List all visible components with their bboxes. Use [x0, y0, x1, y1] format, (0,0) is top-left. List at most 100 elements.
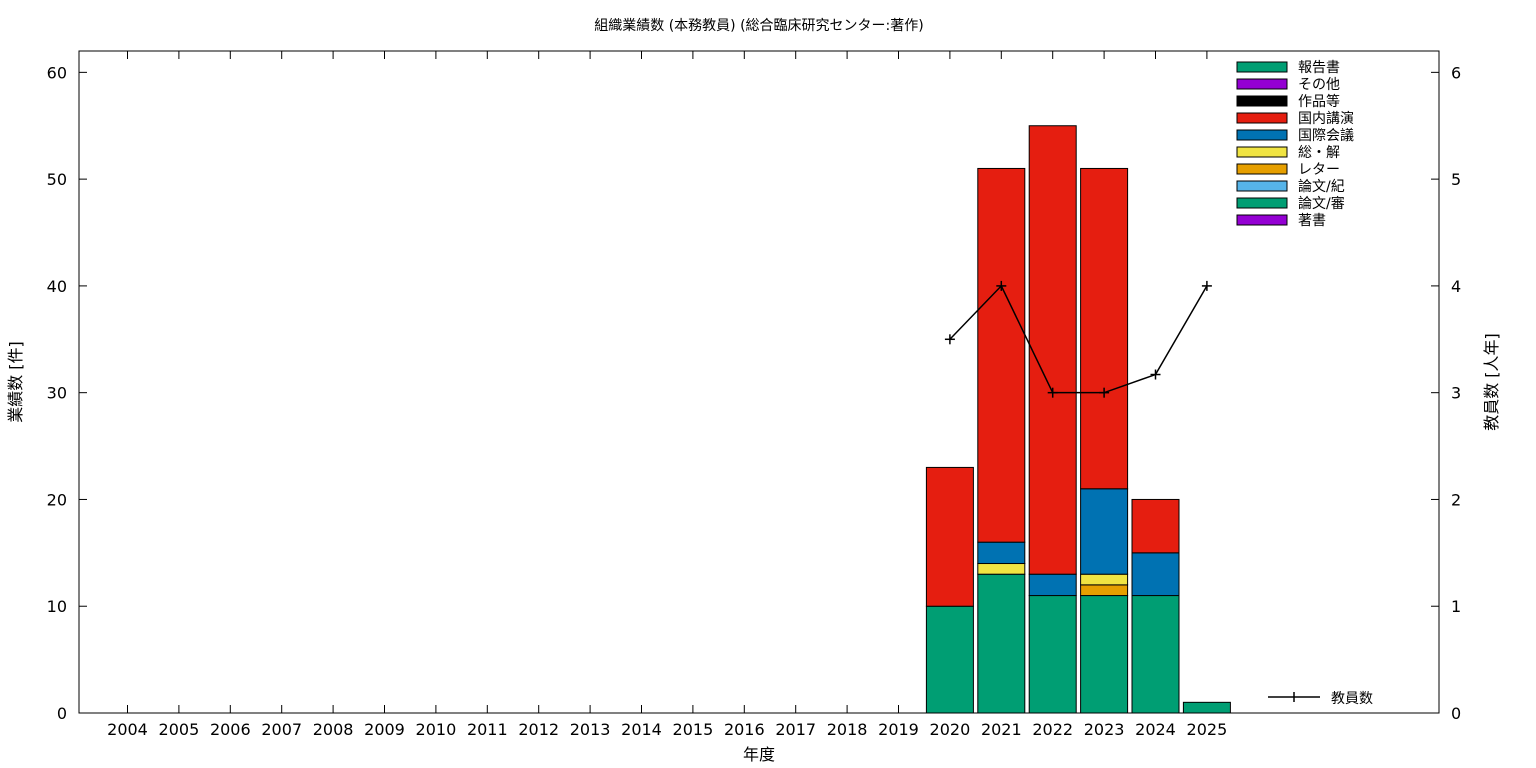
- bar-segment: [1028, 595, 1077, 714]
- legend-swatch: [1236, 214, 1288, 226]
- bar-segment: [1028, 125, 1077, 575]
- legend-item: 論文/審: [1236, 196, 1345, 212]
- legend-item: 著書: [1236, 213, 1326, 229]
- legend-swatch: [1236, 197, 1288, 209]
- y-tick-label: 40: [47, 277, 67, 296]
- legend-swatch: [1236, 78, 1288, 90]
- bar-segment: [1182, 701, 1231, 714]
- y-tick-label: 50: [47, 170, 67, 189]
- x-tick-label: 2016: [724, 720, 765, 739]
- legend-label: 教員数: [1331, 691, 1373, 707]
- legend-swatch: [1236, 112, 1288, 124]
- bar-segment: [1080, 573, 1129, 586]
- line-point: [944, 334, 955, 345]
- x-tick-label: 2004: [107, 720, 148, 739]
- faculty-line: [944, 280, 1212, 398]
- bars: [925, 125, 1231, 714]
- legend-item: 論文/紀: [1236, 179, 1345, 195]
- legend-item: 総・解: [1236, 145, 1340, 161]
- legend-swatch: [1236, 163, 1288, 175]
- legend-label: レター: [1298, 162, 1340, 178]
- x-tick-label: 2008: [313, 720, 354, 739]
- bar-segment: [977, 541, 1026, 565]
- x-tick-label: 2010: [416, 720, 457, 739]
- y-tick-label: 20: [47, 490, 67, 509]
- x-tick-label: 2013: [570, 720, 611, 739]
- line-point: [1150, 369, 1161, 380]
- bar-segment: [1080, 488, 1129, 575]
- line-point: [1201, 280, 1212, 291]
- y2-tick-label: 4: [1451, 277, 1461, 296]
- x-tick-label: 2007: [261, 720, 302, 739]
- axes: [79, 51, 1439, 714]
- legend-label: 国際会議: [1298, 127, 1354, 144]
- bar-segment: [977, 573, 1026, 714]
- legend-label: その他: [1298, 77, 1340, 93]
- x-tick-label: 2005: [159, 720, 200, 739]
- legend-label: 総・解: [1298, 145, 1340, 161]
- y2-tick-label: 5: [1451, 170, 1461, 189]
- bar-segment: [925, 466, 974, 607]
- x-tick-label: 2015: [673, 720, 714, 739]
- y-tick-label: 0: [57, 704, 67, 723]
- bar-segment: [977, 563, 1026, 575]
- y2-tick-label: 1: [1451, 597, 1461, 616]
- bar-segment: [1028, 573, 1077, 597]
- bar-segment: [1131, 552, 1180, 597]
- y-axis-label: 業績数 [件]: [6, 341, 25, 423]
- x-tick-label: 2025: [1187, 720, 1228, 739]
- y2-tick-label: 2: [1451, 490, 1461, 509]
- x-tick-label: 2019: [878, 720, 919, 739]
- line-path: [949, 284, 1208, 394]
- plot-frame: [78, 50, 1440, 714]
- bar-segment: [925, 605, 974, 714]
- x-tick-label: 2014: [621, 720, 662, 739]
- x-tick-label: 2011: [467, 720, 508, 739]
- x-tick-label: 2020: [930, 720, 971, 739]
- line-point: [996, 280, 1007, 291]
- legend-item-line: 教員数: [1268, 691, 1373, 707]
- x-tick-label: 2006: [210, 720, 251, 739]
- legend-label: 論文/審: [1298, 196, 1345, 212]
- y-tick-label: 10: [47, 597, 67, 616]
- bar-segment: [1080, 167, 1129, 490]
- legend-swatch: [1236, 180, 1288, 192]
- legend-item: 国内講演: [1236, 111, 1354, 127]
- bar-segment: [1080, 595, 1129, 714]
- bar-segment: [977, 167, 1026, 543]
- legend-item: 作品等: [1236, 93, 1340, 110]
- legend-label: 論文/紀: [1298, 179, 1345, 195]
- y2-tick-label: 6: [1451, 63, 1461, 82]
- x-tick-label: 2021: [981, 720, 1022, 739]
- legend-swatch: [1236, 129, 1288, 141]
- line-point: [1099, 387, 1110, 398]
- legend-item: 国際会議: [1236, 127, 1354, 144]
- bar-segment: [1080, 584, 1129, 597]
- y2-axis-label: 教員数 [人年]: [1482, 333, 1501, 431]
- legend-label: 報告書: [1298, 60, 1340, 76]
- y-tick-label: 30: [47, 384, 67, 403]
- bar-segment: [1131, 595, 1180, 714]
- x-tick-label: 2009: [364, 720, 405, 739]
- legend-item: レター: [1236, 162, 1340, 178]
- legend-swatch: [1236, 95, 1288, 107]
- y2-tick-label: 0: [1451, 704, 1461, 723]
- x-tick-label: 2022: [1032, 720, 1073, 739]
- x-tick-label: 2018: [827, 720, 868, 739]
- x-axis-label: 年度: [743, 745, 775, 764]
- x-tick-label: 2012: [518, 720, 559, 739]
- legend-item: その他: [1236, 77, 1340, 93]
- legend-item: 報告書: [1236, 60, 1340, 76]
- bar-segment: [1131, 498, 1180, 554]
- x-tick-label: 2017: [775, 720, 816, 739]
- legend-swatch: [1236, 146, 1288, 158]
- legend-label: 著書: [1298, 213, 1326, 229]
- x-tick-label: 2023: [1084, 720, 1125, 739]
- chart-title: 組織業績数 (本務教員) (総合臨床研究センター:著作): [594, 18, 923, 34]
- y2-tick-label: 3: [1451, 384, 1461, 403]
- y-tick-label: 60: [47, 63, 67, 82]
- legend-label: 国内講演: [1298, 111, 1354, 127]
- line-point: [1047, 387, 1058, 398]
